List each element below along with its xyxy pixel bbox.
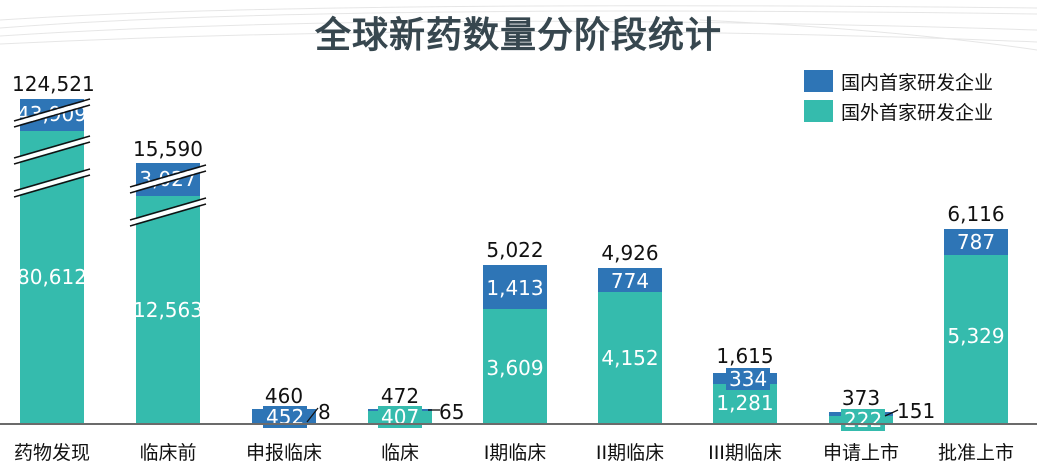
total-label: 472 bbox=[380, 384, 420, 408]
x-axis-line bbox=[0, 423, 1037, 425]
domestic-label: 1,413 bbox=[486, 276, 544, 300]
bar-segment-foreign bbox=[944, 255, 1008, 423]
total-label: 1,615 bbox=[716, 344, 774, 368]
foreign-label: 5,329 bbox=[947, 324, 1005, 348]
foreign-label: 80,612 bbox=[17, 265, 87, 289]
bar-segment-foreign bbox=[483, 309, 547, 423]
domestic-label: 452 bbox=[263, 406, 308, 428]
total-label: 5,022 bbox=[486, 238, 544, 262]
axis-break-mark bbox=[129, 164, 207, 227]
domestic-label: 787 bbox=[956, 230, 996, 254]
domestic-label: 65 bbox=[439, 400, 465, 424]
foreign-label: 12,563 bbox=[133, 298, 203, 322]
bar-phase-2 bbox=[598, 268, 662, 423]
leader-line bbox=[428, 409, 440, 411]
legend-swatch-domestic bbox=[804, 70, 833, 92]
legend: 国内首家研发企业 国外首家研发企业 bbox=[804, 66, 993, 126]
legend-label: 国外首家研发企业 bbox=[841, 101, 994, 124]
leader-line bbox=[884, 409, 899, 417]
total-label: 4,926 bbox=[601, 241, 659, 265]
axis-break-mark bbox=[13, 98, 91, 198]
bar-segment-foreign bbox=[136, 196, 200, 423]
bar-preclinical bbox=[136, 163, 200, 423]
foreign-label: 222 bbox=[841, 409, 886, 431]
bar-segment-domestic bbox=[483, 265, 547, 309]
foreign-label: 8 bbox=[318, 400, 331, 424]
x-tick-label: 药物发现 bbox=[13, 442, 90, 464]
domestic-label: 334 bbox=[726, 368, 771, 390]
bar-segment-foreign bbox=[598, 292, 662, 423]
x-tick-label: 临床前 bbox=[139, 442, 197, 464]
x-tick-label: II期临床 bbox=[595, 442, 665, 464]
foreign-label: 407 bbox=[378, 406, 423, 428]
total-label: 460 bbox=[264, 384, 304, 408]
foreign-label: 1,281 bbox=[716, 391, 774, 415]
foreign-label: 4,152 bbox=[601, 346, 659, 370]
bar-approved bbox=[944, 229, 1008, 423]
foreign-label: 3,609 bbox=[486, 356, 544, 380]
total-label: 6,116 bbox=[947, 202, 1005, 226]
x-tick-label: III期临床 bbox=[708, 442, 782, 464]
total-label: 373 bbox=[841, 386, 881, 410]
bar-phase-1 bbox=[483, 265, 547, 423]
x-tick-label: 批准上市 bbox=[937, 442, 1014, 464]
domestic-label: 774 bbox=[610, 269, 650, 293]
x-tick-label: 临床 bbox=[380, 442, 419, 464]
legend-item-foreign: 国外首家研发企业 bbox=[804, 96, 993, 126]
x-tick-label: I期临床 bbox=[483, 442, 547, 464]
bar-segment-domestic bbox=[598, 268, 662, 292]
leader-line bbox=[306, 407, 319, 423]
legend-label: 国内首家研发企业 bbox=[841, 71, 994, 94]
x-tick-label: 申报临床 bbox=[245, 442, 322, 464]
domestic-label: 151 bbox=[897, 399, 936, 423]
legend-item-domestic: 国内首家研发企业 bbox=[804, 66, 993, 96]
bar-segment-foreign bbox=[713, 384, 777, 423]
bar-segment-domestic bbox=[944, 229, 1008, 255]
legend-swatch-foreign bbox=[804, 100, 833, 122]
total-label: 124,521 bbox=[12, 72, 95, 96]
total-label: 15,590 bbox=[133, 137, 203, 161]
chart-title: 全球新药数量分阶段统计 bbox=[314, 15, 722, 56]
x-tick-label: 申请上市 bbox=[822, 442, 899, 464]
